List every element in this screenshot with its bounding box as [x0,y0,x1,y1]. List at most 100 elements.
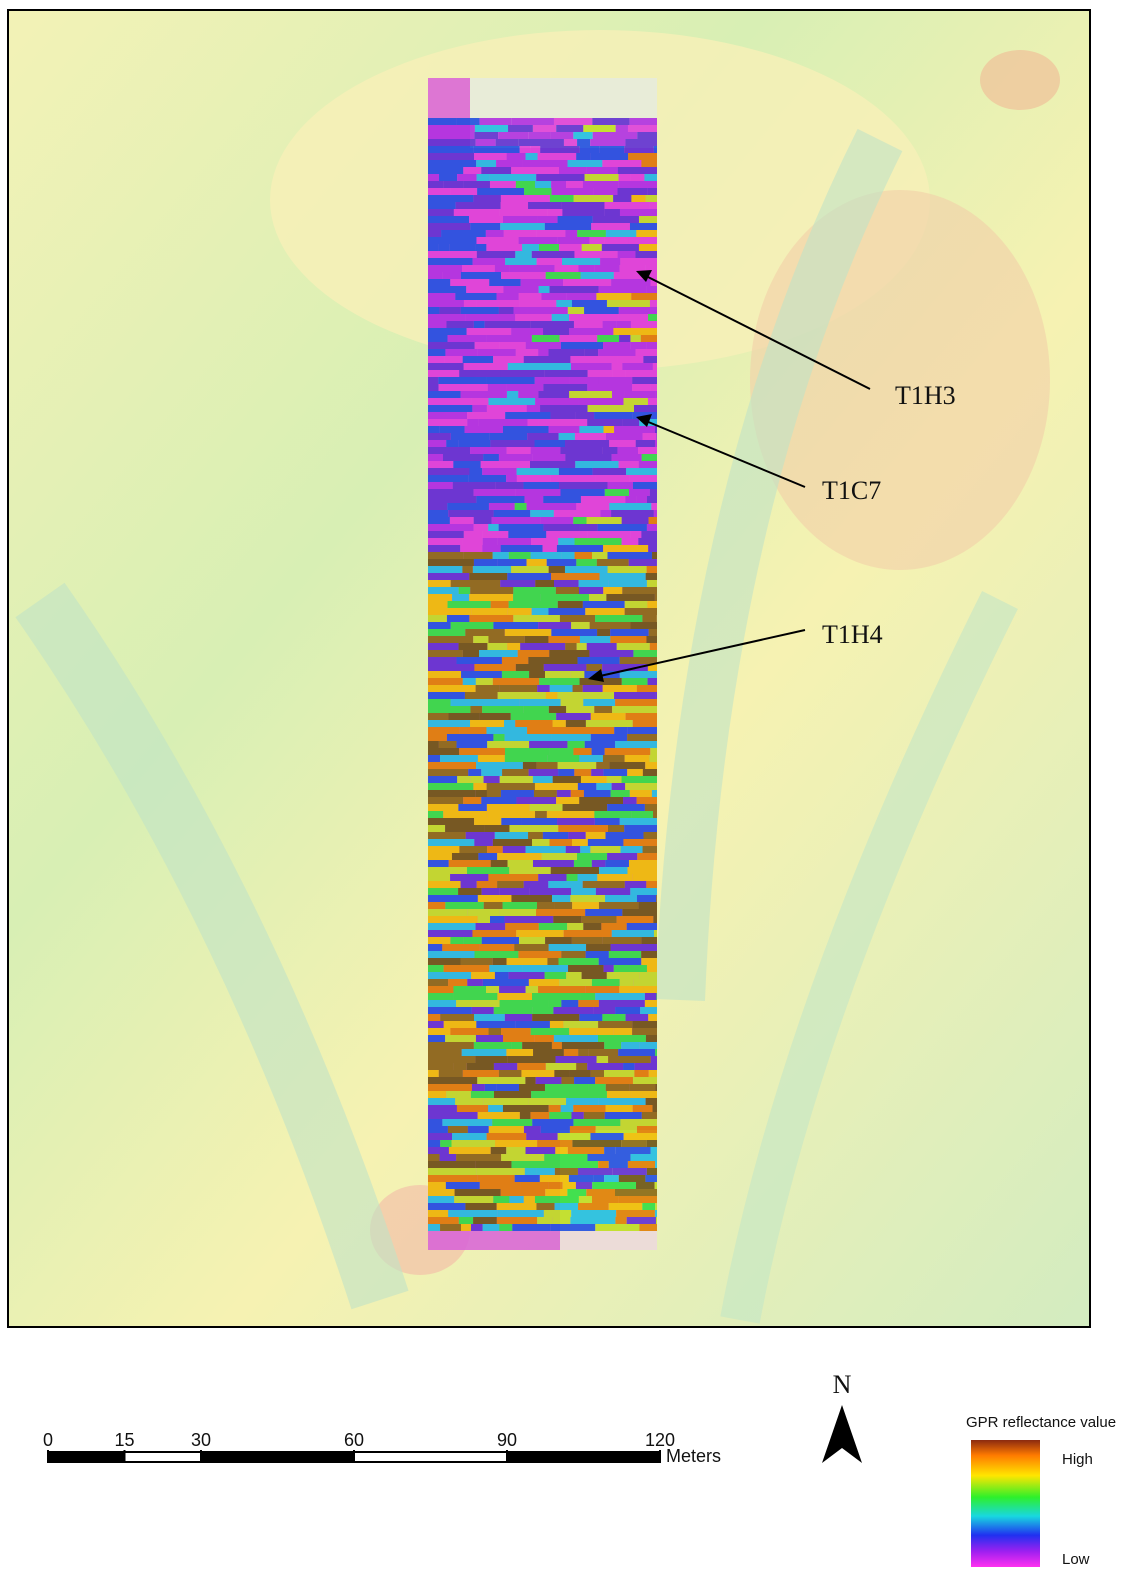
strip-cell [566,706,594,713]
strip-cell [594,811,631,818]
strip-cell [608,517,622,524]
strip-cell [559,1161,598,1168]
strip-cell [525,1077,535,1084]
strip-cell [530,888,571,895]
strip-cell [428,909,467,916]
strip-cell [655,1084,657,1091]
strip-cell [533,1007,554,1014]
strip-cell [557,818,595,825]
strip-cell [564,139,577,146]
strip-cell [630,888,657,895]
strip-cell [522,1042,552,1049]
strip-cell [490,440,534,447]
strip-cell [440,1224,461,1231]
strip-cell [563,1021,598,1028]
strip-cell [470,223,500,230]
strip-cell [587,643,617,650]
strip-cell [497,538,531,545]
strip-cell [447,503,489,510]
strip-cell [456,202,501,209]
strip-cell [655,1049,657,1056]
strip-cell [485,321,531,328]
strip-cell [539,244,559,251]
strip-cell [623,839,657,846]
strip-cell [428,356,445,363]
strip-cell [554,580,579,587]
strip-cell [592,552,607,559]
strip-cell [483,454,499,461]
strip-cell [615,1189,657,1196]
strip-cell [459,643,488,650]
strip-cell [531,552,562,559]
strip-cell [428,1105,457,1112]
strip-cell [476,762,523,769]
strip-cell [577,230,606,237]
strip-cell [500,580,535,587]
strip-cell [547,811,594,818]
strip-cell [497,1217,537,1224]
strip-cell [503,902,537,909]
strip-cell [579,797,623,804]
strip-cell [556,300,572,307]
strip-cell [469,573,507,580]
strip-cell [529,132,550,139]
strip-cell [605,860,629,867]
strip-cell [564,1049,578,1056]
strip-cell [546,692,557,699]
strip-cell [639,972,657,979]
strip-cell [538,216,558,223]
strip-cell [626,713,657,720]
strip-cell [428,1196,454,1203]
strip-cell [591,1070,604,1077]
strip-cell [503,426,549,433]
strip-cell [530,804,563,811]
strip-cell [486,727,527,734]
strip-cell [428,587,459,594]
strip-cell [526,986,538,993]
strip-cell [548,209,563,216]
strip-cell [528,657,577,664]
strip-cell [633,1105,653,1112]
strip-cell [595,265,620,272]
strip-cell [493,678,539,685]
strip-cell [611,944,657,951]
strip-cell [537,685,550,692]
strip-cell [568,307,584,314]
strip-cell [579,755,603,762]
strip-cell [504,230,536,237]
strip-cell [428,622,451,629]
strip-cell [532,335,560,342]
strip-cell [484,776,500,783]
strip-cell [507,573,551,580]
strip-cell [563,1182,576,1189]
legend-title: GPR reflectance value [966,1414,1116,1431]
strip-cell [428,629,465,636]
strip-cell [649,629,657,636]
strip-cell [620,258,657,265]
strip-cell [627,727,657,734]
strip-cell [487,643,507,650]
strip-cell [506,475,517,482]
strip-cell [650,643,657,650]
strip-cell [476,1168,525,1175]
strip-cell [569,314,619,321]
strip-cell [439,741,457,748]
strip-cell [641,937,657,944]
strip-cell [626,468,657,475]
strip-cell [488,524,498,531]
strip-cell [467,328,512,335]
strip-cell [428,1203,465,1210]
strip-cell [592,118,629,125]
strip-cell [477,1175,515,1182]
strip-cell [572,839,588,846]
strip-cell [636,440,655,447]
strip-cell [466,832,495,839]
strip-cell [465,426,503,433]
strip-cell [566,1098,598,1105]
strip-cell [606,1084,630,1091]
strip-cell [550,342,560,349]
strip-cell [498,132,529,139]
strip-cell [428,790,476,797]
strip-cell [646,573,657,580]
strip-cell [535,811,547,818]
